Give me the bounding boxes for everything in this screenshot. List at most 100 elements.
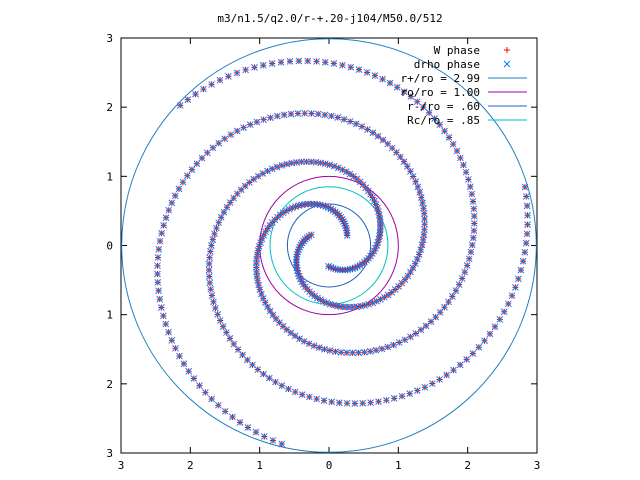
drho-phase-point — [287, 110, 295, 118]
drho-phase-point — [212, 304, 219, 312]
drho-phase-point — [210, 298, 217, 306]
drho-phase-point — [373, 204, 381, 212]
drho-phase-point — [278, 382, 286, 390]
drho-phase-point — [470, 227, 478, 235]
drho-phase-point — [371, 72, 379, 79]
drho-phase-point — [283, 160, 291, 168]
drho-phase-point — [156, 237, 164, 245]
drho-phase-point — [260, 370, 267, 378]
drho-phase-point — [420, 210, 428, 217]
drho-phase-point — [421, 215, 428, 223]
drho-phase-point — [436, 376, 443, 383]
drho-phase-point — [308, 110, 315, 117]
drho-phase-point — [320, 298, 327, 305]
drho-phase-point — [524, 221, 531, 228]
drho-phase-point — [339, 61, 346, 69]
x-tick-label: 2 — [187, 459, 194, 472]
drho-phase-point — [272, 378, 279, 386]
drho-phase-point — [221, 407, 229, 415]
drho-phase-point — [196, 382, 203, 389]
drho-phase-point — [298, 391, 306, 398]
drho-phase-point — [246, 121, 254, 128]
drho-phase-point — [404, 272, 412, 280]
drho-phase-point — [176, 352, 183, 360]
drho-phase-point — [403, 163, 411, 170]
drho-phase-point — [504, 300, 512, 308]
drho-phase-point — [283, 326, 291, 333]
drho-phase-point — [295, 57, 303, 65]
drho-phase-point — [314, 110, 322, 118]
x-tick-label: 3 — [534, 459, 541, 472]
drho-phase-point — [374, 132, 382, 140]
drho-phase-point — [258, 235, 266, 243]
drho-phase-point — [414, 387, 421, 395]
legend-label: r+/ro = 2.99 — [401, 72, 480, 85]
drho-phase-point — [355, 349, 362, 357]
drho-phase-point — [203, 149, 211, 157]
drho-phase-point — [259, 61, 267, 69]
drho-phase-point — [313, 58, 320, 65]
drho-phase-point — [470, 212, 478, 220]
drho-phase-point — [255, 281, 262, 289]
drho-phase-point — [217, 214, 225, 221]
drho-phase-point — [185, 367, 193, 375]
x-tick-label: 1 — [256, 459, 263, 472]
drho-phase-point — [379, 136, 387, 144]
drho-phase-point — [268, 60, 276, 67]
drho-phase-point — [326, 347, 334, 354]
drho-phase-point — [200, 85, 207, 93]
drho-phase-point — [249, 361, 256, 369]
drho-phase-point — [313, 395, 321, 403]
drho-phase-point — [206, 254, 213, 262]
drho-phase-point — [457, 154, 464, 162]
drho-phase-point — [260, 116, 267, 124]
drho-phase-point — [220, 208, 228, 216]
drho-phase-point — [508, 292, 516, 300]
drho-phase-point — [353, 175, 361, 183]
drho-phase-point — [355, 66, 363, 74]
drho-phase-point — [417, 326, 425, 334]
drho-phase-point — [375, 398, 382, 405]
drho-phase-point — [436, 121, 444, 129]
drho-phase-point — [521, 183, 529, 191]
drho-phase-point — [407, 168, 414, 175]
drho-phase-point — [390, 341, 397, 349]
drho-phase-point — [180, 360, 188, 368]
drho-phase-point — [304, 57, 312, 65]
drho-phase-point — [343, 399, 351, 407]
drho-phase-point — [365, 300, 373, 308]
drho-phase-point — [175, 185, 183, 193]
drho-phase-point — [515, 275, 522, 283]
drho-phase-point — [496, 316, 504, 323]
drho-phase-point — [291, 332, 299, 340]
drho-phase-point — [347, 63, 355, 71]
drho-phase-point — [360, 348, 368, 356]
drho-phase-point — [234, 346, 242, 353]
drho-phase-point — [155, 287, 162, 295]
drho-phase-point — [458, 275, 466, 282]
drho-phase-point — [233, 127, 241, 135]
y-tick-label: 2 — [106, 378, 113, 391]
drho-phase-point — [205, 273, 213, 280]
drho-phase-point — [154, 279, 162, 286]
drho-phase-point — [208, 81, 215, 88]
drho-phase-point — [470, 220, 478, 227]
drho-phase-point — [466, 183, 474, 191]
drho-phase-point — [421, 220, 428, 228]
drho-phase-point — [328, 112, 335, 120]
drho-phase-point — [227, 131, 235, 139]
drho-phase-point — [463, 262, 471, 269]
drho-phase-point — [417, 246, 425, 254]
drho-phase-point — [475, 343, 483, 351]
legend-label: ro/ro = 1.00 — [401, 86, 480, 99]
drho-phase-point — [226, 335, 234, 342]
drho-phase-point — [417, 194, 425, 201]
drho-phase-point — [154, 262, 161, 270]
drho-phase-point — [213, 224, 220, 232]
drho-phase-point — [320, 397, 328, 404]
drho-phase-point — [372, 346, 380, 354]
drho-phase-point — [321, 345, 328, 353]
drho-phase-point — [321, 58, 329, 66]
drho-phase-point — [285, 385, 292, 393]
